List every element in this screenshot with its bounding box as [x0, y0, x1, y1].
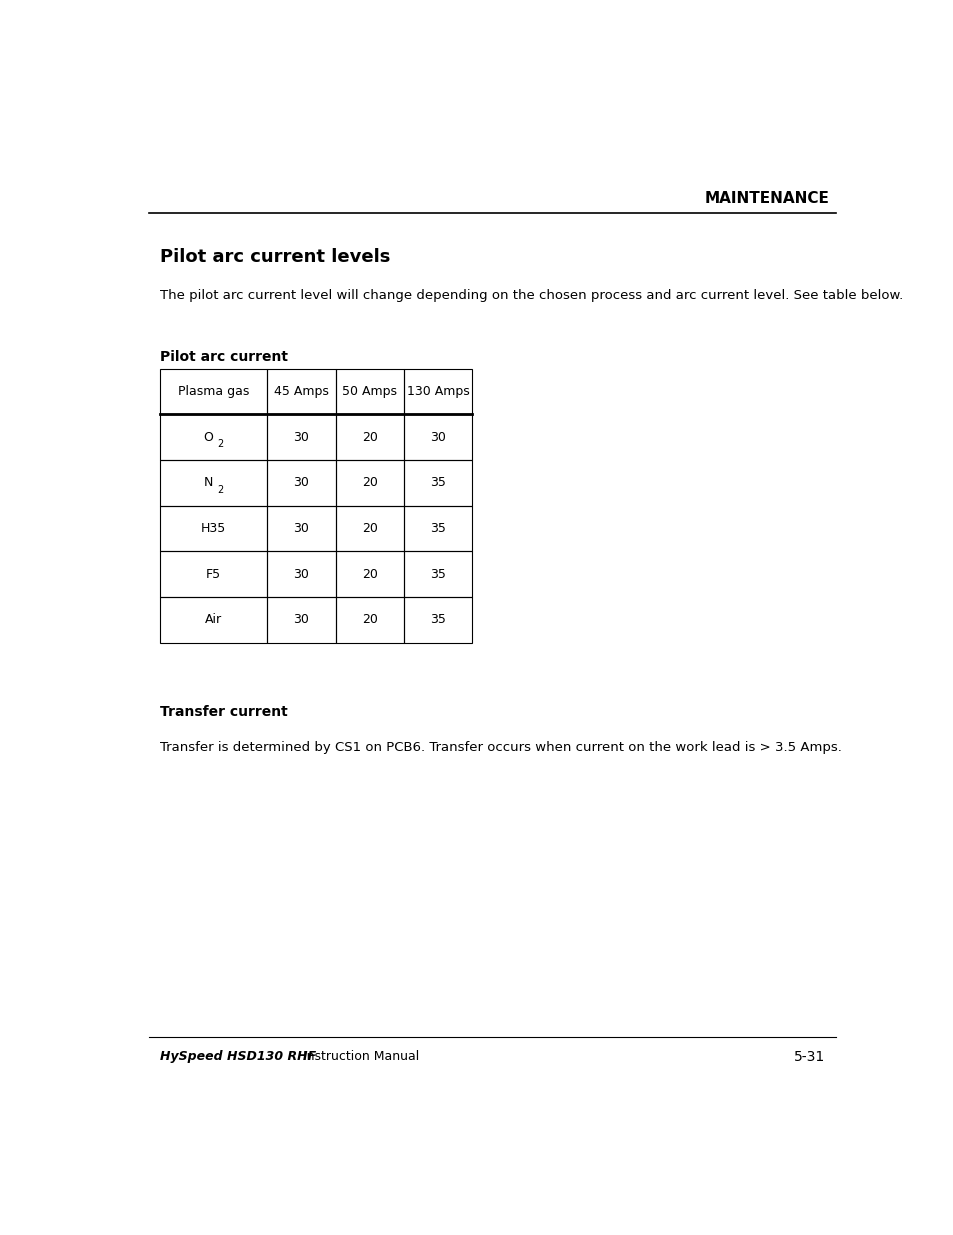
Bar [403, 506, 472, 551]
Text: 30: 30 [294, 522, 309, 535]
Text: Instruction Manual: Instruction Manual [298, 1050, 418, 1062]
Text: The pilot arc current level will change depending on the chosen process and arc : The pilot arc current level will change … [160, 289, 902, 301]
Text: 2: 2 [217, 438, 223, 450]
Text: 35: 35 [430, 568, 446, 580]
Text: 35: 35 [430, 614, 446, 626]
Text: 35: 35 [430, 522, 446, 535]
Bar [267, 597, 335, 642]
Text: N: N [203, 477, 213, 489]
Text: HySpeed HSD130 RHF: HySpeed HSD130 RHF [160, 1050, 315, 1062]
Text: 30: 30 [430, 431, 446, 443]
Text: Transfer is determined by CS1 on PCB6. Transfer occurs when current on the work : Transfer is determined by CS1 on PCB6. T… [160, 741, 841, 753]
Text: O: O [203, 431, 213, 443]
Text: 20: 20 [361, 477, 377, 489]
Bar [267, 415, 335, 461]
Bar [335, 551, 403, 597]
Text: Plasma gas: Plasma gas [177, 385, 249, 398]
Text: Transfer current: Transfer current [160, 704, 288, 719]
Bar [267, 461, 335, 506]
Bar [403, 551, 472, 597]
Bar [403, 597, 472, 642]
Text: 30: 30 [294, 614, 309, 626]
Text: 35: 35 [430, 477, 446, 489]
Text: 20: 20 [361, 522, 377, 535]
Text: 30: 30 [294, 568, 309, 580]
Bar [403, 415, 472, 461]
Bar [160, 597, 267, 642]
Text: Pilot arc current: Pilot arc current [160, 350, 288, 364]
Text: 50 Amps: 50 Amps [342, 385, 396, 398]
Text: 45 Amps: 45 Amps [274, 385, 329, 398]
Text: Pilot arc current levels: Pilot arc current levels [160, 248, 390, 266]
Text: 30: 30 [294, 477, 309, 489]
Bar [267, 551, 335, 597]
Text: F5: F5 [206, 568, 221, 580]
Bar [335, 506, 403, 551]
Bar [160, 461, 267, 506]
Bar [160, 415, 267, 461]
Text: 2: 2 [217, 484, 223, 494]
Bar [160, 369, 267, 415]
Text: MAINTENANCE: MAINTENANCE [703, 191, 828, 206]
Bar [335, 415, 403, 461]
Text: 30: 30 [294, 431, 309, 443]
Bar [403, 461, 472, 506]
Bar [267, 369, 335, 415]
Text: 20: 20 [361, 431, 377, 443]
Bar [267, 506, 335, 551]
Bar [335, 597, 403, 642]
Text: Air: Air [205, 614, 222, 626]
Text: 20: 20 [361, 568, 377, 580]
Bar [160, 506, 267, 551]
Bar [160, 551, 267, 597]
Bar [403, 369, 472, 415]
Text: 20: 20 [361, 614, 377, 626]
Text: H35: H35 [201, 522, 226, 535]
Text: 130 Amps: 130 Amps [406, 385, 469, 398]
Bar [335, 461, 403, 506]
Text: 5-31: 5-31 [793, 1050, 824, 1063]
Bar [335, 369, 403, 415]
